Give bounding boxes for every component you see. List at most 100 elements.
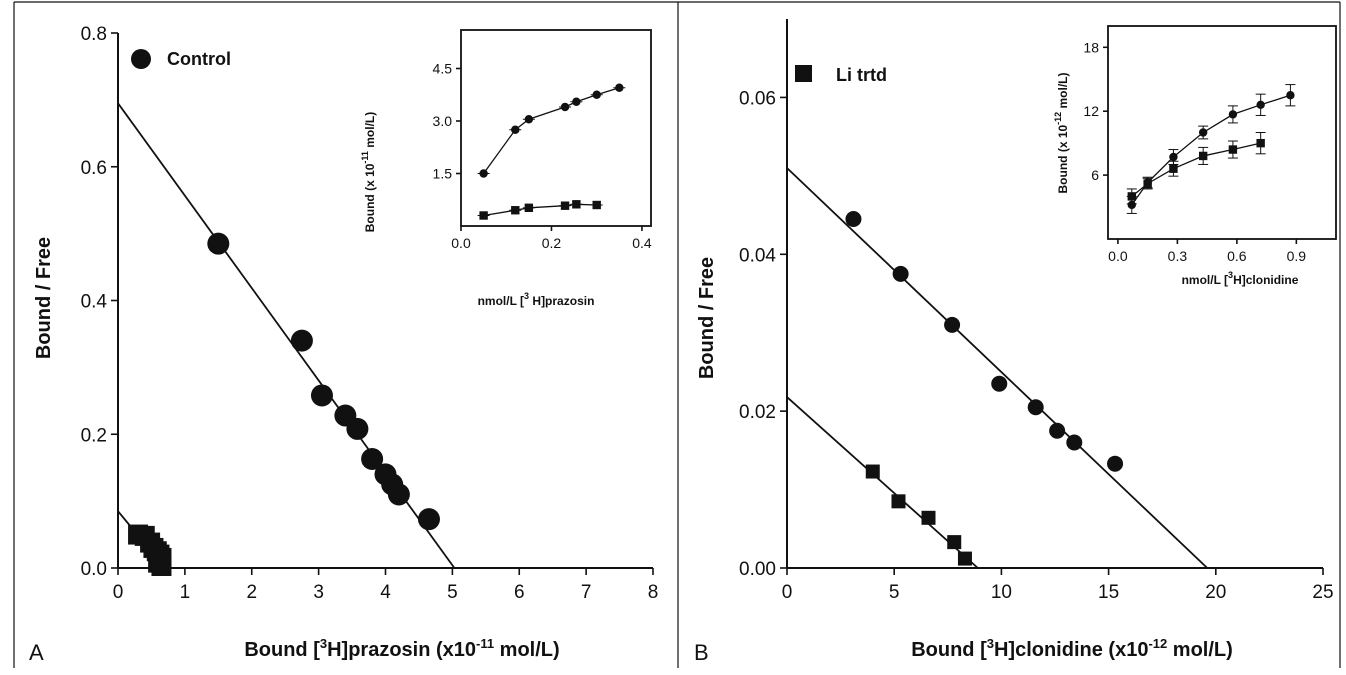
regression-line [786,167,1208,569]
inset-x-title-part: nmol/L [ [1182,273,1228,287]
x-tick-label: 20 [1205,582,1226,603]
y-tick-label: 0.2 [81,425,107,446]
inset-y-tick-label: 12 [1083,103,1099,119]
inset-point-circle [479,169,488,178]
panel-label-b: B [694,640,709,665]
inset-y-tick-label: 4.5 [433,61,453,77]
data-point-circle [1049,422,1066,439]
x-title-part: Bound [ [911,639,987,661]
inset-y-tick-label: 1.5 [433,166,453,182]
inset-x-tick-label: 0.2 [542,235,562,251]
x-tick-label: 5 [447,582,458,603]
inset-x-tick-label: 0.0 [1108,248,1128,264]
inset-y-title-part: mol/L) [1056,72,1070,111]
y-axis-title: Bound / Free [696,257,718,379]
inset-point-circle [1169,152,1178,162]
data-point-circle [290,329,313,352]
panel-b-data-marks [786,167,1208,569]
panel-b: 0 5 10 15 20 250.000.020.040.06 Li trtd Bound… [694,19,1337,665]
inset-frame [1107,25,1337,240]
inset-point-circle [1286,91,1295,100]
x-title-superscript: -12 [1148,636,1167,651]
data-point-circle [1066,434,1083,451]
data-point-circle [361,447,384,470]
panel-b-inset: 0.0 0.3 0.6 0.9 6 12 18 [1083,25,1337,264]
inset-point-circle [560,102,570,112]
inset-y-tick-label: 6 [1091,167,1099,183]
inset-point-square [572,200,581,209]
inset-y-tick-label: 3.0 [433,113,453,129]
data-point-square [151,555,172,576]
panel-a: 0 1 2 3 4 5 6 7 8 0.0 0.2 0.4 0.6 0.8 Control Bound /… [29,24,658,665]
inset-point-circle [592,90,601,99]
y-tick-label: 0.4 [81,292,108,313]
inset-point-square [1169,164,1178,173]
inset-point-square [1127,192,1136,201]
x-tick-label: 0 [782,582,793,603]
x-axis-title: Bound [3H]clonidine (x10-12 mol/L) [911,636,1233,661]
data-point-circle [417,508,440,531]
legend-marker-li-trtd [795,65,812,82]
data-point-circle [991,375,1008,392]
x-tick-label: 0 [113,582,124,603]
legend-label-control: Control [167,49,231,69]
legend-label-li-trtd: Li trtd [836,65,887,85]
inset-frame [460,29,652,227]
panel-a-data-marks [117,102,456,576]
x-title-part: Bound [ [244,639,320,661]
data-point-circle [892,265,909,282]
inset-y-axis-title: Bound (x 10-12 mol/L) [1053,72,1070,193]
x-tick-label: 10 [991,582,1012,603]
inset-x-title-part: nmol/L [ [478,294,524,308]
data-point-circle [1027,399,1044,416]
data-point-circle [387,483,410,506]
panel-b-plot-area: 0 5 10 15 20 250.000.020.040.06 [739,19,1334,603]
y-tick-label: 0.0 [81,559,107,580]
inset-point-circle [1127,200,1136,210]
data-point-circle [1107,455,1124,472]
inset-point-circle [1228,110,1238,119]
inset-point-square [511,206,520,215]
inset-y-title-superscript: -12 [1053,112,1063,125]
inset-point-circle [572,97,581,106]
data-point-square [865,464,880,479]
data-point-circle [207,232,230,255]
panel-label-a: A [29,640,44,665]
data-point-circle [346,417,369,440]
panel-a-plot-area: 0 1 2 3 4 5 6 7 8 0.0 0.2 0.4 0.6 0.8 [81,24,659,603]
data-point-circle [944,316,961,333]
regression-line [786,396,979,569]
x-tick-label: 8 [648,582,659,603]
y-axis-title: Bound / Free [33,237,55,359]
y-tick-label: 0.8 [81,24,107,45]
inset-x-title-part: H]prazosin [529,294,594,308]
x-tick-label: 3 [313,582,324,603]
data-point-circle [310,384,333,407]
inset-x-axis-title: nmol/L [3H]clonidine [1182,270,1299,287]
inset-x-axis-title: nmol/L [3 H]prazosin [478,291,595,308]
inset-point-square [560,201,570,210]
data-point-square [921,510,936,525]
inset-point-circle [615,83,624,92]
x-tick-label: 25 [1312,582,1333,603]
panel-a-inset: 0.0 0.2 0.4 1.5 3.0 4.5 [433,29,652,251]
inset-x-tick-label: 0.6 [1227,248,1247,264]
x-title-part: mol/L) [1167,639,1233,661]
inset-x-title-part: H]clonidine [1233,273,1299,287]
x-title-part: mol/L) [494,639,560,661]
inset-y-title-superscript: -11 [360,151,370,164]
x-title-superscript: 3 [320,636,327,651]
x-axis-title: Bound [3H]prazosin (x10-11 mol/L) [244,636,559,661]
inset-point-circle [524,115,534,124]
inset-x-tick-label: 0.3 [1168,248,1188,264]
inset-point-square [479,211,488,220]
x-tick-label: 5 [889,582,900,603]
inset-x-tick-label: 0.9 [1287,248,1307,264]
data-point-circle [845,210,862,227]
y-tick-label: 0.04 [739,245,776,266]
inset-point-square [592,200,601,210]
inset-y-title-part: Bound (x 10 [1056,125,1070,194]
inset-point-square [1228,145,1238,154]
